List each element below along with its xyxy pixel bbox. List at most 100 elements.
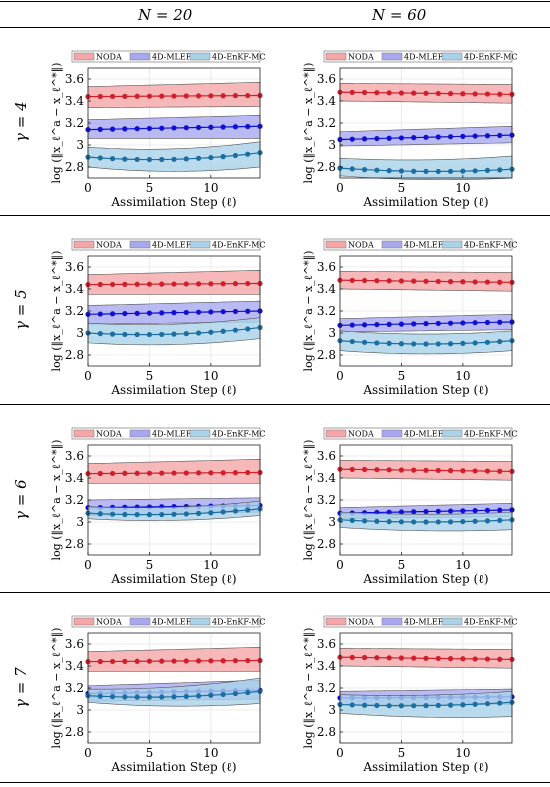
legend-swatch-4d-enkf-mc xyxy=(441,52,463,61)
series-point-4d-enkf-mc xyxy=(411,168,417,174)
series-point-4d-mlef xyxy=(134,310,140,316)
series-point-noda xyxy=(245,657,251,664)
series-point-4d-enkf-mc xyxy=(146,512,153,518)
series-point-noda xyxy=(245,92,251,99)
legend-swatch-noda xyxy=(325,617,347,626)
series-point-4d-enkf-mc xyxy=(122,331,128,338)
legend-label-noda: NODA xyxy=(96,241,122,250)
series-point-noda xyxy=(109,281,116,288)
series-point-noda xyxy=(232,658,239,664)
series-point-noda xyxy=(97,93,103,100)
series-point-noda xyxy=(146,93,153,99)
legend-label-4d-enkf-mc: 4D-EnKF-MC xyxy=(464,53,518,62)
series-point-4d-enkf-mc xyxy=(146,156,153,163)
y-tick-label: 2.8 xyxy=(65,348,84,362)
series-point-noda xyxy=(374,467,380,473)
chart-panel-4-2: 0 5 10 2.8 3 3.2 3.4 3.6 Assimilation Step (ℓ) lo… xyxy=(302,615,518,774)
series-point-noda xyxy=(361,277,368,284)
series-point-noda xyxy=(447,91,454,97)
series-point-4d-enkf-mc xyxy=(134,512,140,518)
series-point-4d-enkf-mc xyxy=(398,519,405,525)
series-point-4d-mlef xyxy=(374,135,380,142)
series-point-4d-enkf-mc xyxy=(220,509,226,515)
series-point-noda xyxy=(232,470,239,476)
y-axis-label: log (‖x_ℓ^a − x_ℓ^*‖) xyxy=(302,440,316,561)
y-tick-label: 3.2 xyxy=(317,116,336,130)
series-point-4d-enkf-mc xyxy=(97,511,103,517)
y-tick-label: 3.6 xyxy=(65,637,84,651)
series-point-4d-mlef xyxy=(398,321,405,327)
series-point-4d-enkf-mc xyxy=(195,510,202,517)
series-point-noda xyxy=(109,658,116,665)
legend-swatch-4d-enkf-mc xyxy=(189,617,211,626)
series-point-4d-enkf-mc xyxy=(484,518,491,524)
series-point-noda xyxy=(386,90,392,96)
series-point-noda xyxy=(171,93,177,99)
series-point-4d-enkf-mc xyxy=(97,331,103,337)
series-point-noda xyxy=(349,654,355,660)
series-point-4d-enkf-mc xyxy=(245,507,251,513)
series-point-4d-enkf-mc xyxy=(183,331,189,337)
series-point-noda xyxy=(159,93,165,99)
series-point-noda xyxy=(423,90,429,96)
y-tick-label: 2.8 xyxy=(317,725,336,739)
series-point-4d-mlef xyxy=(349,322,355,328)
series-point-noda xyxy=(171,281,177,287)
series-point-4d-enkf-mc xyxy=(159,331,165,338)
series-point-4d-enkf-mc xyxy=(232,508,239,514)
legend-swatch-4d-enkf-mc xyxy=(189,240,211,249)
series-point-4d-enkf-mc xyxy=(220,691,226,698)
x-axis-label: Assimilation Step (ℓ) xyxy=(362,195,488,209)
legend-label-4d-mlef: 4D-MLEF xyxy=(152,53,192,62)
series-point-4d-enkf-mc xyxy=(134,156,140,163)
series-point-4d-mlef xyxy=(460,508,466,514)
x-tick-label: 10 xyxy=(203,746,218,760)
series-point-4d-enkf-mc xyxy=(361,702,368,708)
series-point-4d-enkf-mc xyxy=(497,338,503,345)
x-tick-label: 0 xyxy=(336,369,344,383)
series-point-noda xyxy=(97,658,103,665)
series-point-noda xyxy=(497,279,503,285)
series-point-noda xyxy=(484,656,491,662)
series-point-4d-enkf-mc xyxy=(361,167,368,173)
series-point-4d-mlef xyxy=(435,508,441,514)
series-point-4d-mlef xyxy=(97,126,103,132)
series-point-4d-mlef xyxy=(183,309,189,316)
y-tick-label: 3.6 xyxy=(317,72,336,86)
legend-swatch-4d-mlef xyxy=(129,429,151,438)
y-tick-label: 3.6 xyxy=(65,72,84,86)
x-axis-label: Assimilation Step (ℓ) xyxy=(110,572,236,586)
legend-label-4d-enkf-mc: 4D-EnKF-MC xyxy=(464,618,518,627)
chart-panel-4-1: 0 5 10 2.8 3 3.2 3.4 3.6 Assimilation Step (ℓ) lo… xyxy=(50,615,266,774)
series-point-noda xyxy=(220,93,226,99)
x-axis-label: Assimilation Step (ℓ) xyxy=(362,760,488,774)
series-point-4d-enkf-mc xyxy=(195,330,202,336)
series-point-4d-mlef xyxy=(447,320,454,326)
series-point-noda xyxy=(183,658,189,664)
y-tick-label: 3.4 xyxy=(317,282,336,296)
legend-box xyxy=(323,427,513,440)
y-tick-label: 3.6 xyxy=(317,637,336,651)
x-tick-label: 10 xyxy=(455,558,470,572)
series-point-4d-enkf-mc xyxy=(374,702,380,709)
series-point-noda xyxy=(435,90,441,97)
legend-swatch-4d-mlef xyxy=(381,240,403,249)
legend-label-4d-enkf-mc: 4D-EnKF-MC xyxy=(212,618,266,627)
series-point-4d-enkf-mc xyxy=(435,702,441,708)
column-header-n20: N = 20 xyxy=(138,6,193,24)
series-point-4d-enkf-mc xyxy=(245,689,251,696)
series-point-4d-enkf-mc xyxy=(386,703,392,709)
y-tick-label: 3 xyxy=(76,515,84,529)
y-tick-label: 2.8 xyxy=(65,160,84,174)
series-point-noda xyxy=(386,278,392,284)
series-point-4d-enkf-mc xyxy=(195,693,202,699)
series-point-noda xyxy=(423,278,429,284)
series-point-4d-enkf-mc xyxy=(484,339,491,345)
series-point-4d-mlef xyxy=(484,319,491,326)
legend-box xyxy=(323,615,513,628)
legend-label-noda: NODA xyxy=(348,430,374,439)
series-point-4d-enkf-mc xyxy=(349,338,355,345)
series-point-4d-enkf-mc xyxy=(497,700,503,706)
series-point-4d-enkf-mc xyxy=(361,339,368,345)
